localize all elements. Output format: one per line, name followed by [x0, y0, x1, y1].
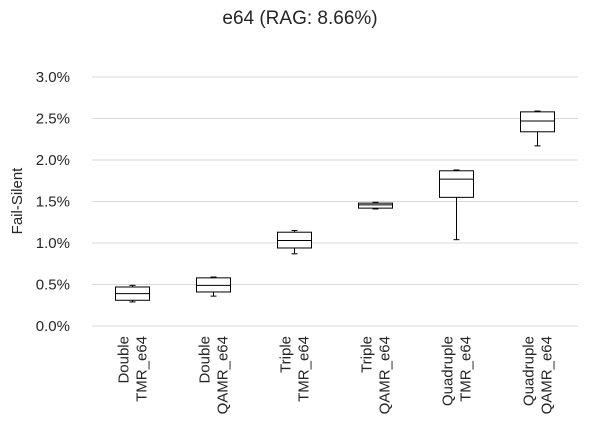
box-plot: [358, 201, 393, 210]
x-category-label: TMR_e64: [296, 336, 313, 402]
iqr-box: [439, 170, 474, 198]
box-plot: [520, 110, 555, 147]
iqr-box: [520, 111, 555, 133]
x-category-label: Triple: [359, 336, 376, 373]
iqr-box: [358, 202, 393, 209]
x-category-label: Quadruple: [521, 336, 538, 406]
y-tick-labels: 0.0% 0.5% 1.0% 1.5% 2.0% 2.5% 3.0%: [36, 69, 70, 335]
chart-title: e64 (RAG: 8.66%): [222, 8, 377, 29]
y-axis-label: Fail-Silent: [9, 167, 26, 235]
x-category-labels: Double TMR_e64 Double QAMR_e64 Triple TMR_e64…: [116, 336, 556, 414]
y-tick-label: 1.0%: [36, 235, 70, 252]
box-plot: [439, 169, 474, 241]
x-category-label: QAMR_e64: [539, 336, 556, 414]
y-tick-label: 2.0%: [36, 152, 70, 169]
box-plot: [196, 276, 231, 297]
x-category-label: QAMR_e64: [215, 336, 232, 414]
box-series: [115, 110, 555, 303]
x-category-label: TMR_e64: [458, 336, 475, 402]
x-category-label: Triple: [278, 336, 295, 373]
gridlines: [92, 76, 578, 327]
y-tick-label: 1.5%: [36, 194, 70, 211]
x-category-label: TMR_e64: [134, 336, 151, 402]
x-category-label: QAMR_e64: [377, 336, 394, 414]
y-tick-label: 0.5%: [36, 277, 70, 294]
y-tick-label: 3.0%: [36, 69, 70, 86]
box-plot: [277, 230, 312, 255]
box-plot: [115, 284, 150, 303]
x-category-label: Double: [116, 336, 133, 384]
x-category-label: Quadruple: [440, 336, 457, 406]
y-tick-label: 2.5%: [36, 111, 70, 128]
x-category-label: Double: [197, 336, 214, 384]
y-tick-label: 0.0%: [36, 318, 70, 335]
